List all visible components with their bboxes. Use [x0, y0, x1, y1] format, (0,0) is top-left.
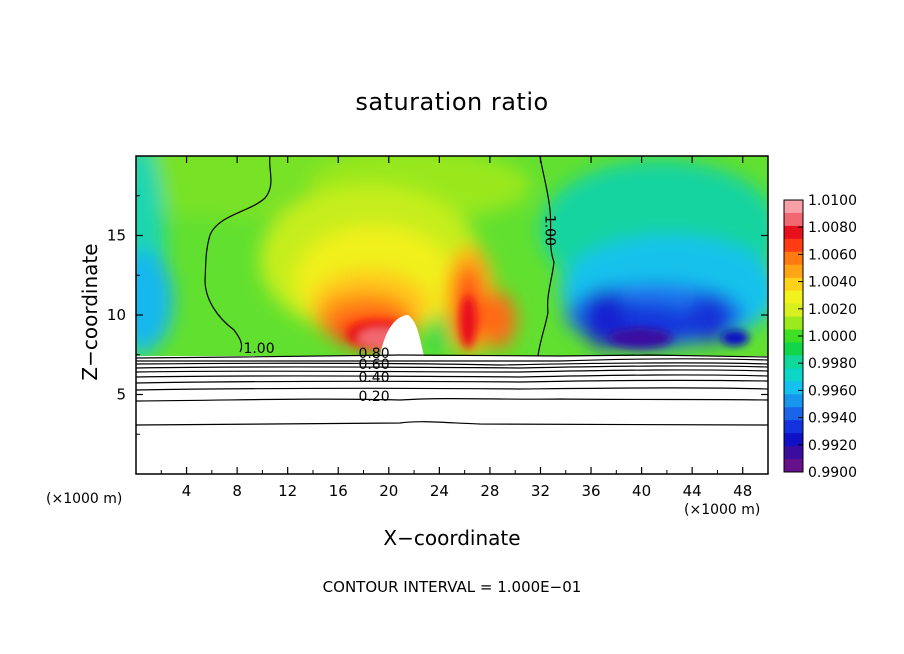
- contour-labels: 1.00 1.00 0.800.600.40 0.20: [243, 215, 557, 405]
- contour-label: 0.60: [358, 357, 389, 373]
- colorbar-swatch: [784, 200, 803, 214]
- x-tick-label: 40: [632, 482, 651, 500]
- colorbar-swatch: [784, 251, 803, 266]
- colorbar-swatch: [784, 368, 803, 382]
- contour-label: 0.80: [358, 346, 389, 362]
- contour-label: 0.20: [358, 389, 389, 405]
- x-unit-label-right: (×1000 m): [684, 502, 761, 518]
- contour-label: 1.00: [542, 215, 558, 246]
- colorbar: 1.0100 1.0080 1.0060 1.0040 1.0020 1.0000 0.99…: [783, 193, 857, 481]
- colorbar-swatch: [784, 420, 803, 434]
- colorbar-label: 1.0020: [808, 302, 857, 318]
- contour-interval-note: CONTOUR INTERVAL = 1.000E−01: [322, 578, 582, 596]
- colorbar-label: 0.9900: [808, 465, 857, 481]
- x-axis: 4 8 12 16 20 24 28 32 36 40 44 48: [160, 156, 752, 500]
- x-tick-label: 24: [430, 482, 449, 500]
- x-tick-label: 8: [232, 482, 242, 500]
- colorbar-label: 1.0080: [808, 220, 857, 236]
- colorbar-swatch: [784, 355, 803, 369]
- x-tick-label: 48: [733, 482, 752, 500]
- y-tick-label: 10: [107, 306, 126, 324]
- x-tick-label: 4: [182, 482, 192, 500]
- x-tick-label: 36: [581, 482, 600, 500]
- y-axis-label: Z−coordinate: [78, 243, 102, 381]
- colorbar-label: 1.0000: [808, 329, 857, 345]
- colorbar-swatch: [784, 459, 803, 473]
- colorbar-swatch: [784, 303, 803, 318]
- x-tick-label: 32: [531, 482, 550, 500]
- x-tick-label: 16: [329, 482, 348, 500]
- contour-label: 1.00: [243, 341, 274, 357]
- y-axis: 5 10 15: [107, 195, 768, 435]
- colorbar-label: 1.0100: [808, 193, 857, 209]
- colorbar-swatch: [784, 290, 803, 305]
- contour-label: 0.40: [358, 370, 389, 386]
- x-tick-label: 28: [480, 482, 499, 500]
- contour-lines: [136, 156, 768, 426]
- x-unit-label-left: (×1000 m): [46, 491, 123, 507]
- x-tick-label: 20: [379, 482, 398, 500]
- y-tick-label: 15: [107, 227, 126, 245]
- colorbar-label: 1.0060: [808, 247, 857, 263]
- colorbar-swatch: [784, 342, 803, 356]
- x-tick-label: 12: [278, 482, 297, 500]
- colorbar-swatch: [784, 225, 803, 240]
- colorbar-swatch: [784, 446, 803, 460]
- colorbar-swatch: [784, 264, 803, 279]
- colorbar-label: 1.0040: [808, 275, 857, 291]
- colorbar-label: 0.9960: [808, 383, 857, 399]
- colorbar-swatch: [784, 381, 803, 395]
- colorbar-swatch: [784, 316, 803, 331]
- colorbar-label: 0.9940: [808, 411, 857, 427]
- colorbar-swatch: [784, 238, 803, 253]
- x-axis-label: X−coordinate: [383, 526, 521, 550]
- colorbar-swatch: [784, 277, 803, 292]
- colorbar-label: 0.9980: [808, 356, 857, 372]
- colorbar-swatch: [784, 433, 803, 447]
- colorbar-swatch: [784, 394, 803, 408]
- colorbar-label: 0.9920: [808, 438, 857, 454]
- chart-title: saturation ratio: [355, 88, 549, 116]
- colorbar-swatch: [784, 329, 803, 343]
- heatmap-field: [136, 156, 768, 474]
- colorbar-swatch: [784, 212, 803, 227]
- x-tick-label: 44: [683, 482, 702, 500]
- y-tick-label: 5: [116, 386, 126, 404]
- colorbar-swatch: [784, 407, 803, 421]
